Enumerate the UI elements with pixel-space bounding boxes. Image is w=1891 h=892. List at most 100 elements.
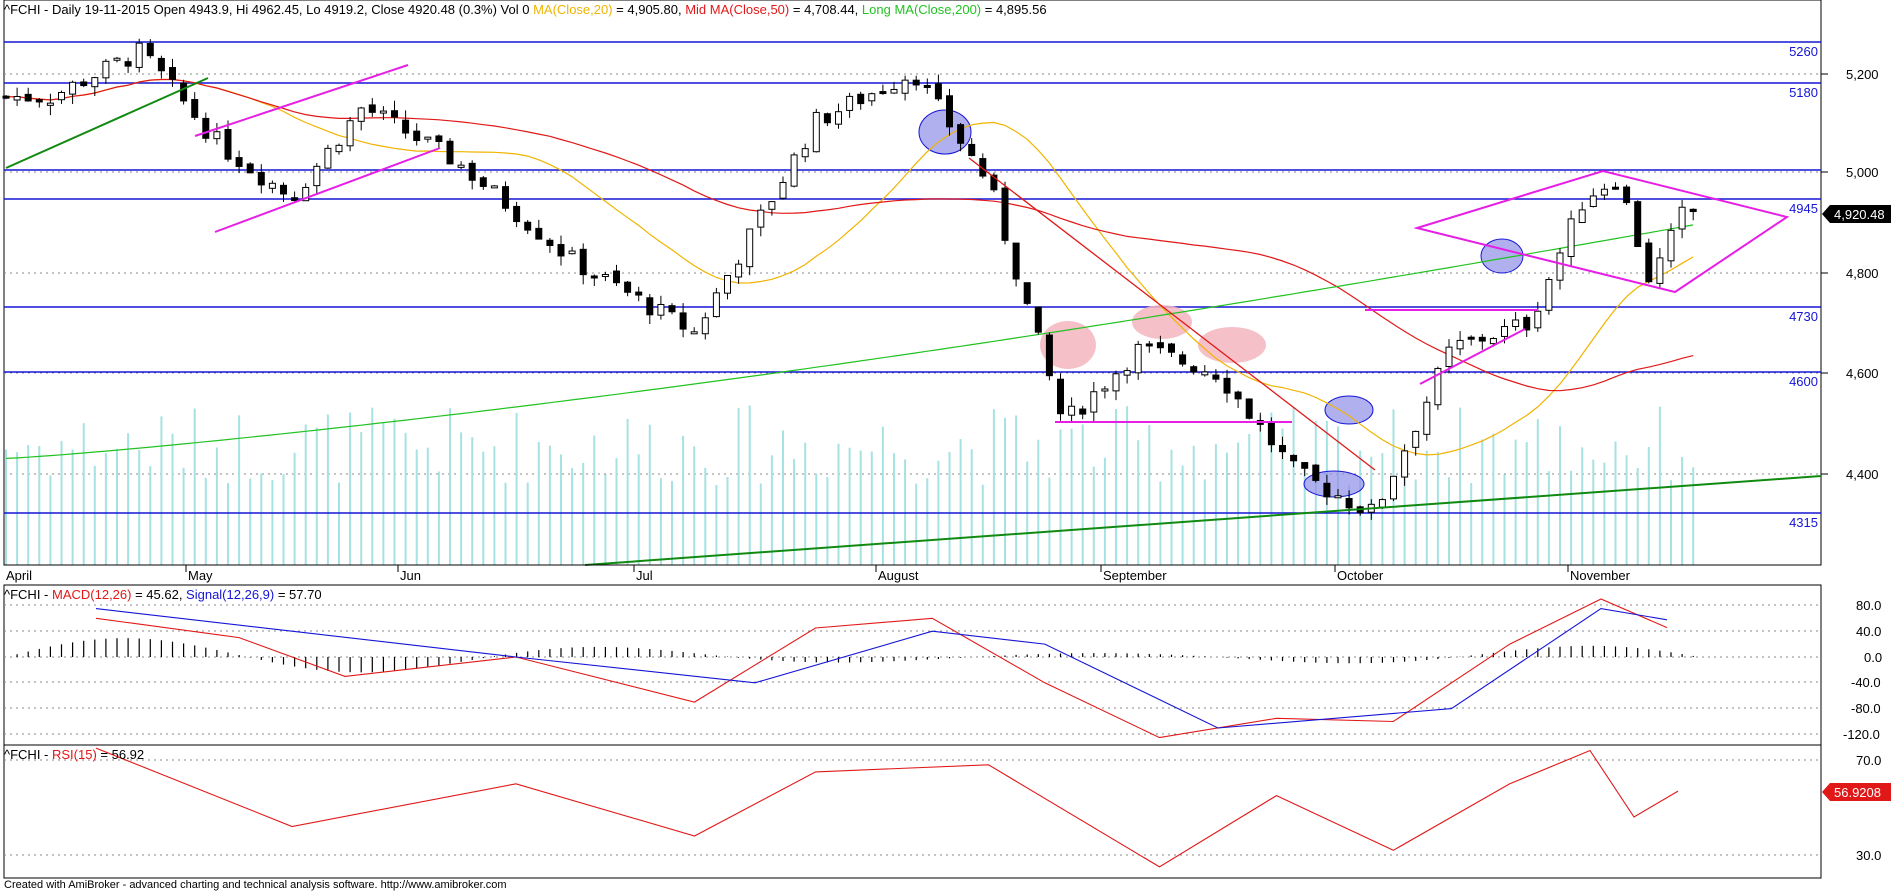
- candle-up: [1489, 338, 1497, 345]
- trendline-uptrend: [5, 77, 209, 169]
- channel-top: [194, 64, 409, 137]
- candle-down: [1245, 398, 1253, 419]
- price-header: ^FCHI - Daily 19-11-2015 Open 4943.9, Hi…: [4, 2, 1047, 17]
- candle-down: [1345, 498, 1353, 509]
- candle-down: [579, 248, 587, 276]
- candle-down: [1001, 187, 1009, 241]
- candle-down: [546, 239, 554, 247]
- macd-histogram: [16, 638, 1694, 673]
- macd-tick-label: -80.0: [1851, 701, 1881, 716]
- candle-down: [24, 93, 32, 102]
- rsi-last-label: 56.9208: [1834, 785, 1881, 800]
- rsi-axis: 70.0 30.0: [1856, 753, 1881, 863]
- candle-up: [790, 154, 798, 187]
- moving-averages: [5, 78, 1694, 459]
- candle-up: [735, 263, 743, 278]
- candle-down: [513, 205, 521, 223]
- candle-up: [1101, 388, 1109, 392]
- candle-up: [846, 95, 854, 111]
- candle-up: [746, 228, 754, 268]
- candle-up: [457, 164, 465, 168]
- candle-up: [1112, 373, 1120, 392]
- candle-down: [1267, 422, 1275, 446]
- candle-down: [1689, 208, 1697, 213]
- candle-up: [1534, 310, 1542, 329]
- header-summary: - Daily 19-11-2015 Open 4943.9, Hi 4962.…: [40, 2, 533, 17]
- candle-up: [135, 42, 143, 68]
- rsi-gridlines: [4, 759, 1821, 856]
- price-tick-label: 4,800: [1846, 266, 1879, 281]
- candle-down: [946, 95, 953, 128]
- candle-up: [1434, 367, 1442, 406]
- candle-down: [124, 61, 132, 67]
- month-axis: April May Jun Jul August September Octob…: [4, 564, 1821, 583]
- candle-down: [1279, 445, 1286, 453]
- candle-up: [801, 148, 809, 158]
- support-resistance-lines: [4, 41, 1821, 514]
- candle-down: [402, 119, 410, 134]
- candlesticks: [2, 38, 1697, 520]
- month-label: April: [6, 568, 32, 583]
- candle-down: [823, 113, 831, 124]
- candle-down: [1612, 186, 1619, 190]
- candle-down: [923, 84, 931, 88]
- last-price-label: 4,920.48: [1834, 207, 1885, 222]
- candle-up: [268, 182, 276, 189]
- level-label: 5180: [1789, 85, 1818, 100]
- candle-down: [1467, 336, 1475, 340]
- diamond-pattern: [1413, 169, 1790, 294]
- candle-down: [957, 124, 965, 144]
- header-ma200-value: = 4,895.56: [981, 2, 1046, 17]
- price-tick-label: 5,000: [1846, 165, 1879, 180]
- candle-down: [202, 117, 210, 139]
- signal-label: Signal(12,26,9): [186, 587, 274, 602]
- macd-tick-label: -40.0: [1851, 675, 1881, 690]
- candle-up: [102, 60, 110, 79]
- macd-line: [95, 598, 1668, 739]
- downtrend-line: [968, 157, 1376, 471]
- candle-up: [1567, 218, 1575, 257]
- candle-down: [146, 43, 154, 57]
- candle-down: [280, 184, 287, 195]
- candle-down: [257, 172, 265, 186]
- candle-up: [1412, 430, 1420, 448]
- trendline-long-support: [584, 475, 1822, 566]
- candle-up: [757, 209, 765, 228]
- level-label: 4600: [1789, 374, 1818, 389]
- candle-up: [1545, 279, 1553, 311]
- candle-up: [424, 136, 432, 140]
- candle-down: [590, 275, 598, 279]
- candle-down: [1234, 391, 1242, 400]
- candle-up: [1501, 326, 1508, 337]
- rsi-header: ^FCHI - RSI(15) = 56.92: [4, 747, 144, 762]
- macd-tick-label: 0.0: [1864, 650, 1882, 665]
- candle-up: [302, 186, 310, 202]
- candle-up: [1068, 405, 1076, 416]
- month-label: November: [1570, 568, 1631, 583]
- candle-down: [1623, 186, 1631, 204]
- candle-down: [635, 291, 643, 296]
- level-label: 5260: [1789, 44, 1818, 59]
- candle-down: [879, 91, 887, 95]
- macd-symbol: ^FCHI: [4, 587, 40, 602]
- candle-up: [812, 111, 820, 153]
- candle-up: [1512, 319, 1520, 327]
- candle-down: [1179, 354, 1187, 365]
- candle-up: [346, 120, 354, 147]
- candle-up: [768, 201, 776, 210]
- candle-up: [1656, 257, 1664, 284]
- candle-up: [91, 77, 99, 88]
- candle-down: [1079, 408, 1087, 415]
- candle-up: [324, 147, 332, 169]
- candle-up: [213, 131, 221, 140]
- candle-down: [613, 270, 620, 284]
- header-ma50-value: = 4,708.44,: [789, 2, 862, 17]
- candle-up: [1578, 209, 1586, 224]
- rsi-value: = 56.92: [97, 747, 144, 762]
- candle-up: [490, 185, 498, 189]
- candle-down: [990, 174, 998, 191]
- candle-down: [557, 244, 565, 257]
- candle-down: [235, 157, 243, 167]
- candle-up: [1600, 188, 1608, 196]
- month-label: Jun: [400, 568, 421, 583]
